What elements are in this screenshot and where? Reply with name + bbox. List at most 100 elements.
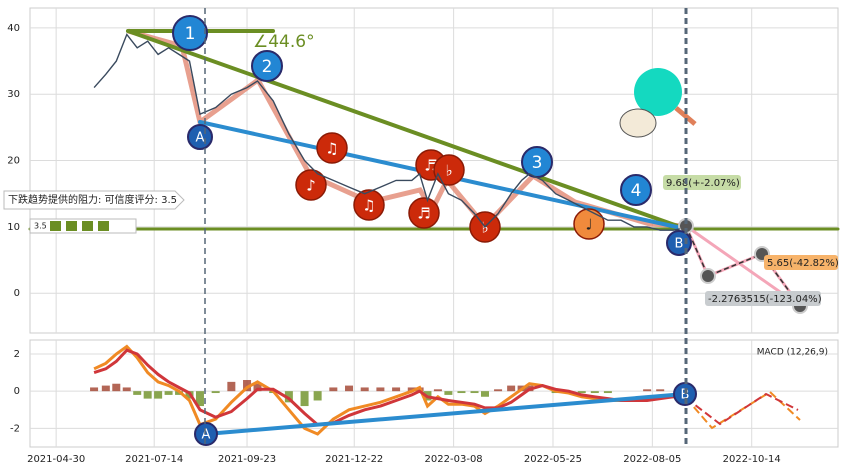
score-label: 3.5 [34, 222, 47, 231]
x-tick-label: 2022-10-14 [723, 454, 781, 465]
wave-label: B [681, 388, 690, 403]
x-tick-label: 2022-05-25 [524, 454, 582, 465]
wave-marker [194, 422, 218, 446]
histogram-bar [211, 391, 220, 394]
y-tick-label: 0 [14, 288, 20, 299]
wave-label: 4 [631, 181, 642, 201]
y-tick-label: 2 [14, 349, 20, 360]
histogram-bar [253, 383, 262, 392]
histogram-bar [480, 391, 489, 397]
wave-label: A [202, 428, 211, 443]
histogram-bar [195, 391, 204, 407]
y-tick-label: 0 [14, 386, 20, 397]
wave-label: 2 [262, 57, 273, 77]
wave-marker [620, 174, 652, 206]
note-marker [353, 189, 385, 221]
histogram-bar [507, 385, 516, 392]
resistance-label: 下跌趋势提供的阻力: 可信度评分: 3.5 [8, 193, 177, 206]
forecast-label-box [663, 175, 741, 190]
y-tick-label: 40 [7, 23, 20, 34]
note-label: ♩ [585, 216, 592, 234]
histogram-bar [164, 391, 173, 395]
note-marker [408, 197, 440, 229]
mascot-handle [674, 106, 697, 126]
histogram-bar [243, 380, 252, 392]
forecast-label: -2.2763515(-123.04%) [708, 294, 822, 305]
score-icon [98, 221, 109, 231]
forecast-dash [685, 225, 801, 307]
histogram-bar [143, 391, 152, 399]
y-tick-label: 10 [7, 222, 20, 233]
angle-label: ∠44.6° [253, 32, 315, 52]
note-marker [316, 132, 348, 164]
macd-line [93, 344, 681, 436]
wave-label: 1 [185, 24, 196, 44]
histogram-bar [376, 387, 385, 392]
histogram-bar [590, 391, 599, 394]
histogram-bar [329, 387, 338, 392]
histogram-bar [154, 391, 163, 399]
forecast-label-box [705, 291, 821, 306]
note-marker [295, 169, 327, 201]
wave-marker [172, 15, 208, 51]
x-tick-label: 2021-07-14 [125, 454, 183, 465]
note-label: ♫ [362, 197, 375, 215]
price-line [93, 33, 680, 231]
histogram-bar [444, 391, 453, 395]
score-icon [82, 221, 93, 231]
forecast-point [700, 268, 716, 284]
x-tick-label: 2021-12-22 [325, 454, 383, 465]
mascot-paddle [634, 68, 682, 116]
forecast-label-box [764, 255, 838, 270]
x-tick-label: 2021-04-30 [27, 454, 85, 465]
x-tick-label: 2021-09-23 [218, 454, 276, 465]
x-tick-label: 2022-08-05 [623, 454, 681, 465]
histogram-bar [112, 383, 121, 392]
trend-line [205, 392, 686, 436]
histogram-bar [392, 387, 401, 392]
wave-marker [187, 124, 213, 150]
histogram-bar [227, 381, 236, 392]
forecast-label: 9.68(+-2.07%) [666, 178, 740, 189]
macd-forecast [685, 392, 799, 426]
forecast-label: 5.65(-42.82%) [767, 258, 839, 269]
histogram-bar [345, 385, 354, 392]
note-label: ♫ [325, 140, 338, 158]
y-tick-label: -2 [10, 423, 20, 434]
wave-label: A [196, 131, 205, 146]
histogram-bar [470, 391, 479, 394]
histogram-bar [313, 391, 322, 401]
wave-label: 3 [532, 153, 543, 173]
histogram-bar [407, 387, 416, 392]
wave-marker [251, 50, 283, 82]
note-marker [573, 208, 605, 240]
score-icon [66, 221, 77, 231]
histogram-bar [603, 391, 612, 394]
score-icon [50, 221, 61, 231]
histogram-bar [494, 389, 503, 392]
histogram-bar [656, 389, 665, 392]
histogram-bar [284, 391, 293, 403]
annotations: ∠44.6°下跌趋势提供的阻力: 可信度评分: 3.53.5♫♪♫ ♬♬ ♭♭ ♩12… [3, 15, 840, 314]
histogram-bar [577, 391, 586, 394]
macd-forecast [685, 390, 801, 430]
note-label: ♪ [306, 177, 316, 195]
wave-label: B [675, 237, 684, 252]
note-label: ♬ [417, 205, 430, 223]
y-tick-label: 20 [7, 156, 20, 167]
histogram-bar [433, 389, 442, 392]
histogram-bar [122, 387, 131, 392]
macd-title: MACD (12,26,9) [757, 348, 828, 358]
histogram-bar [90, 387, 99, 392]
histogram-bar [300, 391, 309, 407]
macd-line [93, 348, 680, 427]
resistance-box [3, 190, 185, 210]
histogram-bar [360, 387, 369, 392]
mascot-body [619, 108, 657, 138]
note-label: ♭ [445, 162, 452, 180]
histogram-bar [643, 389, 652, 392]
histogram-bar [457, 391, 466, 394]
x-tick-label: 2022-03-08 [425, 454, 483, 465]
histogram-bar [101, 385, 110, 392]
